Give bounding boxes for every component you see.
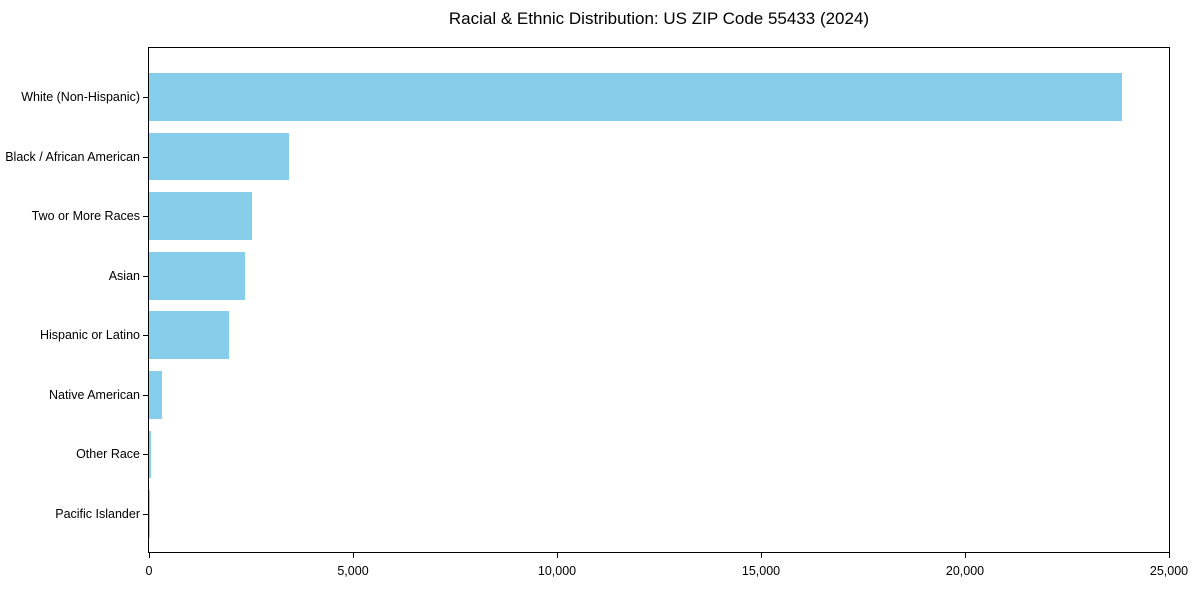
bar-other-race [149, 430, 151, 479]
y-tick-mark [143, 97, 148, 98]
y-tick-label-hispanic-or-latino: Hispanic or Latino [39, 328, 140, 343]
x-tick-mark [149, 553, 150, 558]
bar-black-african-american [149, 132, 289, 181]
y-tick-label-black-african-american: Black / African American [5, 149, 140, 164]
x-tick-label-25000: 25,000 [1149, 564, 1189, 578]
x-tick-label-20000: 20,000 [945, 564, 985, 578]
y-tick-label-other-race: Other Race [76, 447, 140, 462]
y-tick-label-pacific-islander: Pacific Islander [55, 506, 140, 521]
y-tick-mark [143, 513, 148, 515]
y-tick-mark [143, 216, 148, 218]
y-tick-mark [143, 454, 148, 456]
bar-white-non-hispanic [149, 73, 1123, 121]
y-tick-label-white-non-hispanic: White (Non-Hispanic) [21, 90, 140, 104]
x-tick-mark [353, 553, 354, 558]
bar-two-or-more-races [149, 192, 252, 240]
y-tick-mark [143, 275, 148, 277]
x-tick-label-5000: 5,000 [337, 564, 369, 578]
y-tick-mark [143, 335, 148, 337]
y-tick-label-two-or-more-races: Two or More Races [31, 209, 140, 224]
chart-title: Racial & Ethnic Distribution: US ZIP Cod… [448, 9, 870, 28]
x-tick-mark [965, 553, 966, 558]
bar-native-american [149, 371, 163, 419]
y-tick-mark [143, 394, 148, 396]
y-tick-label-native-american: Native American [48, 387, 140, 402]
x-tick-mark [761, 553, 762, 558]
x-tick-mark [1169, 553, 1170, 558]
y-tick-label-asian: Asian [108, 268, 140, 283]
bar-hispanic-or-latino [149, 311, 229, 360]
x-tick-mark [557, 553, 558, 558]
plot-area [148, 47, 1170, 553]
x-tick-label-10000: 10,000 [537, 564, 577, 578]
x-tick-label-0: 0 [145, 564, 153, 578]
y-tick-mark [143, 156, 148, 158]
x-tick-label-15000: 15,000 [741, 564, 781, 578]
bar-asian [149, 251, 245, 300]
